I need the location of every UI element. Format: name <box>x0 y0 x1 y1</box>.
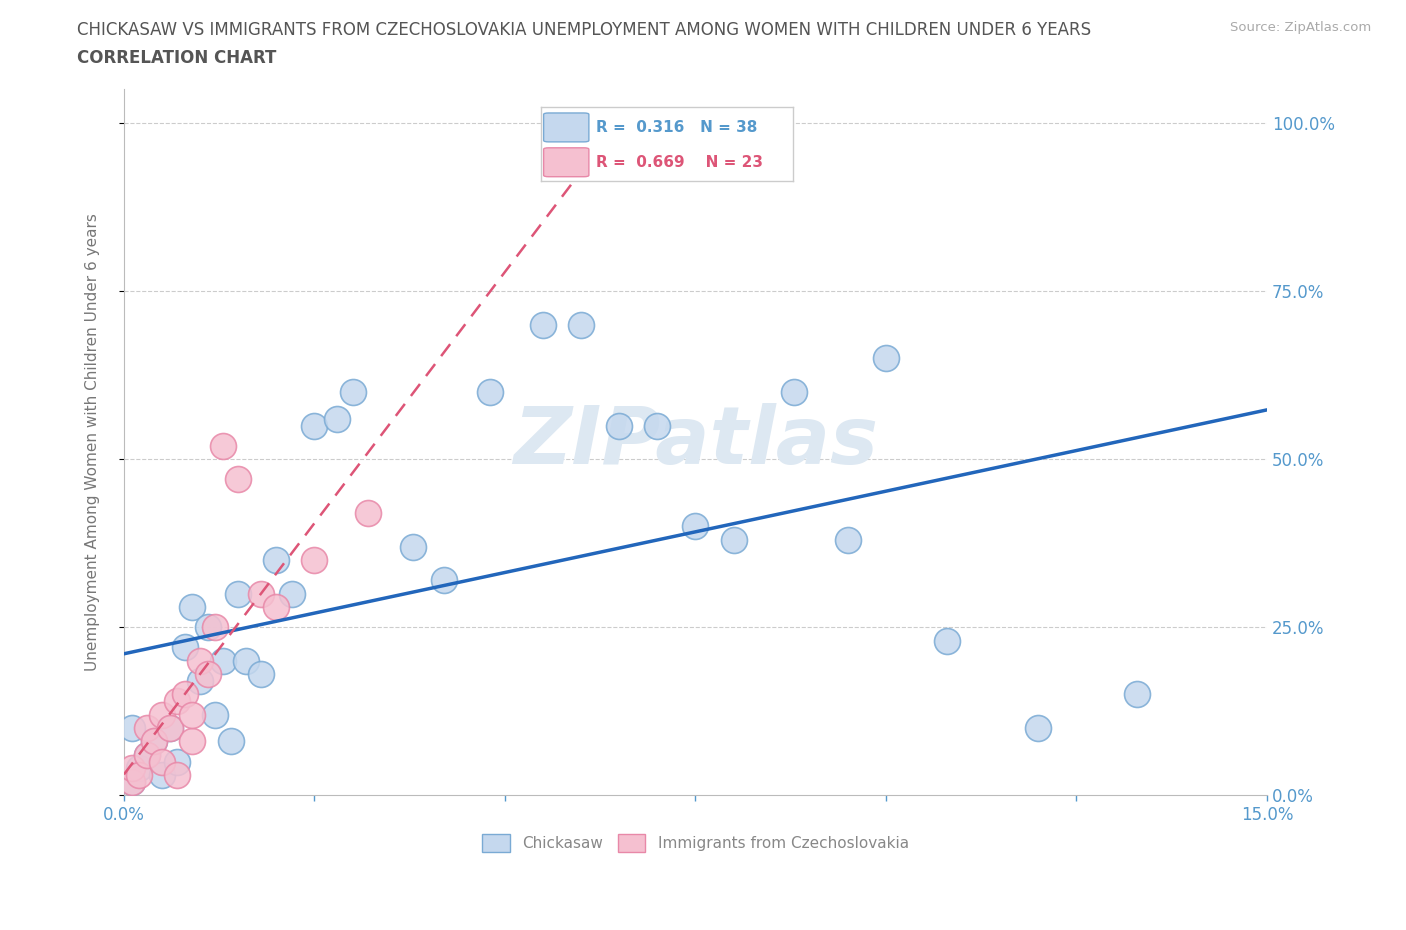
Point <box>402 539 425 554</box>
Point <box>197 667 219 682</box>
Point <box>875 351 897 365</box>
Point <box>121 775 143 790</box>
Point <box>159 721 181 736</box>
Point <box>159 721 181 736</box>
Point <box>121 721 143 736</box>
Text: CHICKASAW VS IMMIGRANTS FROM CZECHOSLOVAKIA UNEMPLOYMENT AMONG WOMEN WITH CHILDR: CHICKASAW VS IMMIGRANTS FROM CZECHOSLOVA… <box>77 21 1091 39</box>
Point <box>304 552 326 567</box>
Point <box>150 707 173 722</box>
Point <box>166 694 188 709</box>
Point <box>166 754 188 769</box>
Point <box>783 384 806 399</box>
Point <box>607 418 630 433</box>
Point <box>121 761 143 776</box>
Point <box>266 552 288 567</box>
Point <box>235 654 257 669</box>
Point <box>531 317 554 332</box>
Point <box>212 654 235 669</box>
Point <box>326 411 349 426</box>
Point <box>935 633 957 648</box>
Point <box>647 418 669 433</box>
Point <box>135 748 157 763</box>
Point <box>250 667 273 682</box>
Point <box>433 573 456 588</box>
Point <box>150 754 173 769</box>
Point <box>226 586 249 601</box>
Point <box>837 532 859 547</box>
Point <box>143 734 166 749</box>
Point <box>143 734 166 749</box>
Point <box>204 619 226 634</box>
Point <box>135 748 157 763</box>
Point <box>135 721 157 736</box>
Text: Source: ZipAtlas.com: Source: ZipAtlas.com <box>1230 21 1371 34</box>
Text: ZIPatlas: ZIPatlas <box>513 404 877 482</box>
Point <box>1126 687 1149 702</box>
Point <box>173 640 195 655</box>
Point <box>150 767 173 782</box>
Point <box>723 532 745 547</box>
Point <box>1026 721 1049 736</box>
Point <box>219 734 242 749</box>
Legend: Chickasaw, Immigrants from Czechoslovakia: Chickasaw, Immigrants from Czechoslovaki… <box>477 829 915 858</box>
Point <box>685 519 707 534</box>
Point <box>342 384 364 399</box>
Point <box>128 767 150 782</box>
Point <box>569 317 592 332</box>
Point <box>173 687 195 702</box>
Point <box>266 600 288 615</box>
Point <box>304 418 326 433</box>
Point <box>204 707 226 722</box>
Y-axis label: Unemployment Among Women with Children Under 6 years: Unemployment Among Women with Children U… <box>86 213 100 671</box>
Point <box>280 586 302 601</box>
Point <box>357 506 380 521</box>
Point <box>188 654 211 669</box>
Point <box>212 438 235 453</box>
Point <box>181 600 204 615</box>
Point <box>181 734 204 749</box>
Point <box>181 707 204 722</box>
Point <box>188 673 211 688</box>
Point <box>478 384 501 399</box>
Point <box>128 761 150 776</box>
Point <box>250 586 273 601</box>
Point <box>226 472 249 486</box>
Point <box>166 767 188 782</box>
Point <box>197 619 219 634</box>
Point <box>121 775 143 790</box>
Text: CORRELATION CHART: CORRELATION CHART <box>77 49 277 67</box>
